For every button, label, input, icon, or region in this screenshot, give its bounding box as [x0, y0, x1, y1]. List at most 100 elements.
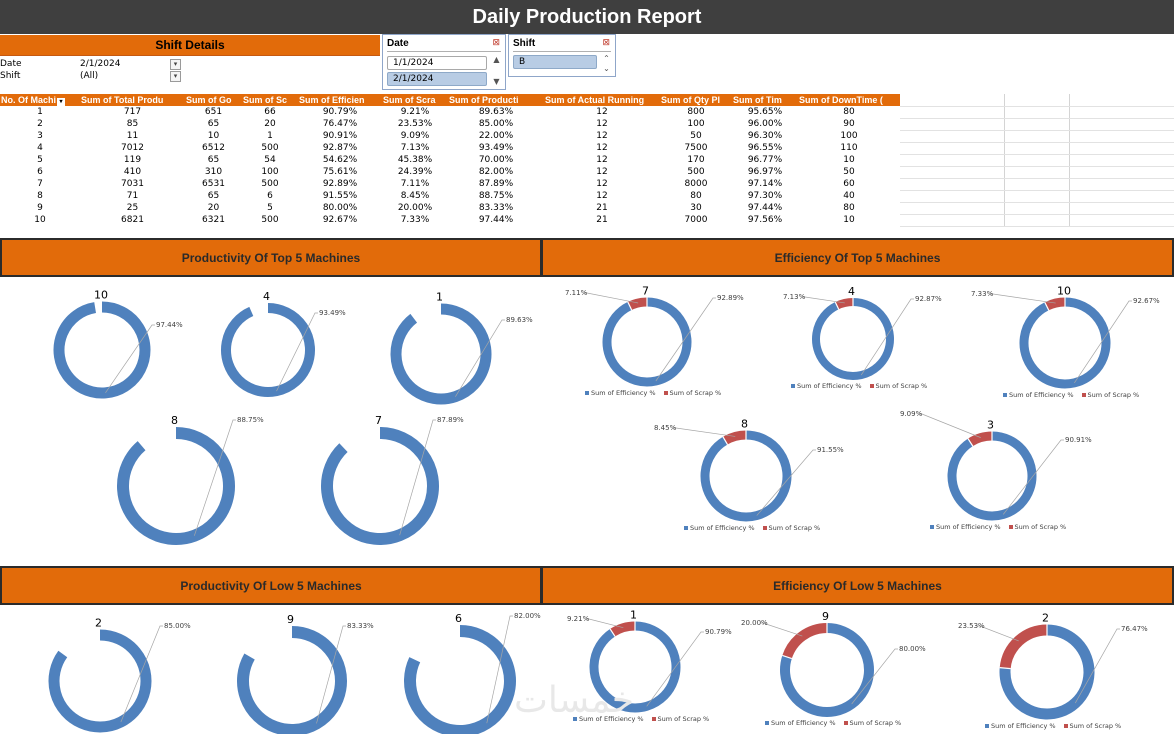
table-cell: 87.89% — [478, 179, 514, 189]
table-cell: 6821 — [121, 215, 144, 225]
pivot-table: No. Of Machi ▾ Sum of Total Produ Sum of … — [0, 94, 900, 226]
legend-entry-scrap: Sum of Scrap % — [843, 719, 901, 727]
clear-filter-icon[interactable]: ⊠ — [602, 38, 610, 48]
table-cell: 90.79% — [322, 107, 358, 117]
table-cell: 5 — [37, 155, 43, 165]
table-cell: 23.53% — [397, 119, 433, 129]
table-cell: 90 — [843, 119, 855, 129]
donut-slice-efficiency — [589, 621, 681, 713]
legend-entry-scrap: Sum of Scrap % — [651, 715, 709, 723]
shift-details-header: Shift Details — [0, 35, 380, 56]
table-cell: 9.21% — [400, 107, 430, 117]
donut-chart-machine-2: 2 76.47% 23.53% — [958, 612, 1148, 720]
data-label-scrap: 7.33% — [971, 290, 994, 298]
col-header-machine[interactable]: No. Of Machi ▾ — [0, 94, 80, 106]
data-label-efficiency: 88.75% — [237, 416, 264, 424]
donut-chart-machine-9: 9 80.00% 20.00% — [741, 610, 926, 717]
legend-entry-efficiency: Sum of Efficiency % — [765, 719, 836, 727]
filter-row-date: Date 2/1/2024 ▾ — [0, 59, 182, 70]
donut-slice-efficiency — [404, 625, 516, 734]
table-cell: 90.91% — [322, 131, 358, 141]
table-cell: 6 — [267, 191, 273, 201]
donut-slice-efficiency — [48, 629, 152, 733]
chart-legend: Sum of Efficiency % Sum of Scrap % — [765, 719, 901, 727]
donut-title: 4 — [263, 290, 270, 303]
table-cell: 310 — [204, 167, 223, 177]
slicer-item-selected[interactable]: B — [513, 55, 597, 69]
slicer-title: Shift — [513, 38, 536, 49]
table-cell: 12 — [596, 107, 608, 117]
donut-slice-efficiency — [390, 303, 492, 405]
table-row: 2 85 65 20 76.47% 23.53% 85.00% 12 100 96.00% 90 — [0, 118, 900, 130]
table-cell: 96.55% — [747, 143, 783, 153]
donut-chart-machine-8: 8 91.55% 8.45% — [654, 418, 844, 522]
data-label-scrap: 7.11% — [565, 289, 588, 297]
donut-chart-machine-9: 9 83.33% — [237, 613, 374, 734]
donut-title: 3 — [987, 419, 994, 432]
chart-legend: Sum of Efficiency % Sum of Scrap % — [985, 722, 1121, 730]
table-cell: 30 — [690, 203, 702, 213]
table-cell: 97.44% — [747, 203, 783, 213]
donut-slice-scrap — [627, 297, 648, 311]
table-cell: 9.09% — [400, 131, 430, 141]
table-cell: 100 — [687, 119, 705, 129]
table-cell: 21 — [596, 203, 608, 213]
data-label-efficiency: 92.67% — [1133, 297, 1160, 305]
table-cell: 92.67% — [322, 215, 358, 225]
data-label-efficiency: 85.00% — [164, 622, 191, 630]
filter-dropdown-icon[interactable]: ▾ — [170, 59, 181, 70]
donut-title: 4 — [848, 285, 855, 298]
scroll-down-icon[interactable]: ▼ — [493, 77, 500, 86]
scroll-up-icon[interactable]: ▲ — [493, 55, 500, 64]
table-cell: 96.30% — [747, 131, 783, 141]
table-cell: 91.55% — [322, 191, 358, 201]
filter-dropdown-icon[interactable]: ▾ — [170, 71, 181, 82]
date-slicer: Date ⊠ 1/1/2024 2/1/2024 ▲ ▼ — [382, 34, 506, 90]
legend-entry-scrap: Sum of Scrap % — [1063, 722, 1121, 730]
table-cell: 100 — [840, 131, 858, 141]
table-cell: 7.33% — [400, 215, 430, 225]
chart-legend: Sum of Efficiency % Sum of Scrap % — [585, 389, 721, 397]
filter-value: (All) — [80, 71, 99, 81]
donut-chart-machine-3: 3 90.91% 9.09% — [900, 410, 1092, 521]
table-cell: 410 — [123, 167, 142, 177]
table-cell: 11 — [126, 131, 139, 141]
table-cell: 85.00% — [478, 119, 514, 129]
table-cell: 10 — [34, 215, 46, 225]
section-eff-top: Efficiency Of Top 5 Machines — [541, 238, 1174, 277]
data-label-scrap: 8.45% — [654, 424, 677, 432]
table-cell: 96.77% — [747, 155, 783, 165]
slicer-item-selected[interactable]: 2/1/2024 — [387, 72, 487, 86]
filter-label: Date — [0, 59, 22, 69]
table-row: 8 71 65 6 91.55% 8.45% 88.75% 12 80 97.30% 40 — [0, 190, 900, 202]
data-label-scrap: 9.21% — [567, 615, 590, 623]
table-cell: 7 — [37, 179, 43, 189]
col-header: Sum of Go — [185, 94, 242, 106]
section-eff-low: Efficiency Of Low 5 Machines — [541, 566, 1174, 605]
table-cell: 651 — [204, 107, 223, 117]
table-cell: 6321 — [202, 215, 225, 225]
data-label-efficiency: 82.00% — [514, 612, 541, 620]
data-label-efficiency: 90.91% — [1065, 436, 1092, 444]
chart-legend: Sum of Efficiency % Sum of Scrap % — [930, 523, 1066, 531]
table-row: 9 25 20 5 80.00% 20.00% 83.33% 21 30 97.44% 80 — [0, 202, 900, 214]
donut-slice-efficiency — [602, 297, 692, 387]
table-cell: 45.38% — [397, 155, 433, 165]
slicer-item[interactable]: 1/1/2024 — [387, 56, 487, 70]
donut-title: 1 — [436, 291, 443, 304]
table-cell: 80 — [690, 191, 702, 201]
scroll-arrows-icon[interactable]: ⌃ ⌄ — [603, 54, 610, 73]
table-cell: 5 — [267, 203, 273, 213]
table-cell: 65 — [207, 155, 220, 165]
table-cell: 800 — [687, 107, 705, 117]
donut-chart-machine-10: 10 92.67% 7.33% — [971, 285, 1160, 389]
donut-slice-scrap — [782, 623, 828, 659]
table-cell: 12 — [596, 131, 608, 141]
table-cell: 100 — [261, 167, 279, 177]
table-cell: 92.89% — [322, 179, 358, 189]
table-cell: 12 — [596, 191, 608, 201]
donut-slice-scrap — [610, 621, 636, 637]
table-cell: 89.63% — [478, 107, 514, 117]
clear-filter-icon[interactable]: ⊠ — [492, 38, 500, 48]
table-cell: 22.00% — [478, 131, 514, 141]
